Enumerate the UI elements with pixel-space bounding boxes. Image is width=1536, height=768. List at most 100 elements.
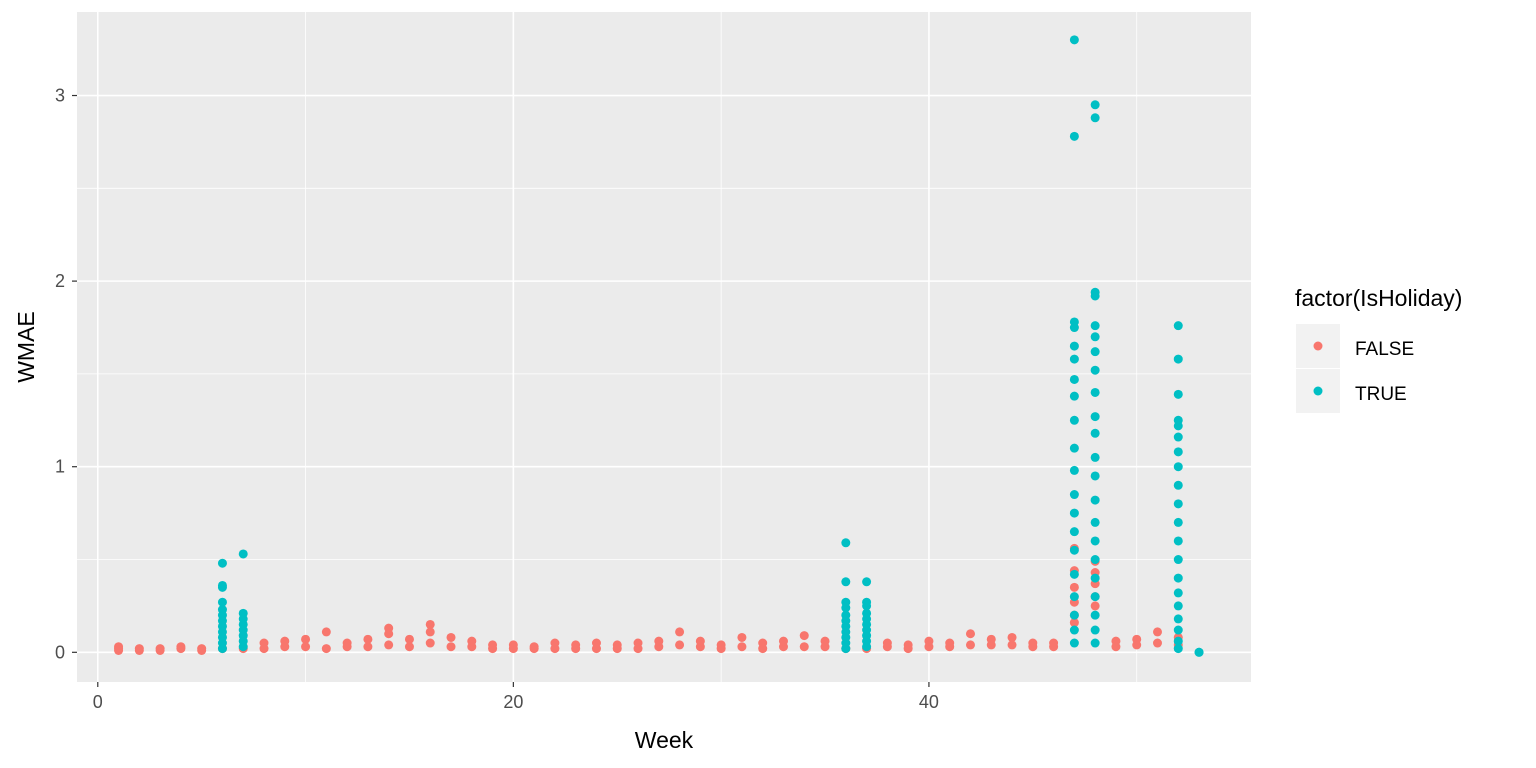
data-point-true [1090,287,1100,297]
legend: factor(IsHoliday) FALSE TRUE [1295,285,1462,413]
data-point-true [238,549,248,559]
data-point-false [882,638,892,648]
data-point-false [508,640,518,650]
data-point-false [301,634,311,644]
data-point-false [945,638,955,648]
data-point-false [384,640,394,650]
data-point-true [1069,317,1079,327]
data-point-false [134,645,144,655]
data-point-true [1069,569,1079,579]
data-point-false [384,623,394,633]
data-point-true [1173,389,1183,399]
x-axis: 0 20 40 [93,682,939,712]
data-point-false [716,640,726,650]
data-point-true [1069,508,1079,518]
data-point-false [737,632,747,642]
data-point-false [1069,618,1079,628]
data-point-true [1173,536,1183,546]
data-point-true [1173,644,1183,654]
data-point-true [1173,462,1183,472]
data-point-false [799,631,809,641]
data-point-true [1090,412,1100,422]
data-point-true [1090,471,1100,481]
data-point-true [1090,536,1100,546]
data-point-true [1173,321,1183,331]
data-point-true [1090,592,1100,602]
data-point-true [1090,625,1100,635]
data-point-false [591,638,601,648]
data-point-true [217,605,227,615]
major-gridlines [77,12,1251,682]
data-point-false [280,636,290,646]
data-point-true [1194,647,1204,657]
data-point-true [862,608,872,618]
data-point-false [903,640,913,650]
data-point-false [404,642,414,652]
data-point-false [571,640,581,650]
data-point-false [695,636,705,646]
data-point-false [1111,636,1121,646]
data-point-true [1090,452,1100,462]
data-point-true [1173,625,1183,635]
data-point-false [342,638,352,648]
data-point-false [1028,638,1038,648]
data-point-false [425,619,435,629]
data-point-true [1090,610,1100,620]
data-point-false [114,642,124,652]
data-point-true [1173,432,1183,442]
data-point-true [1069,415,1079,425]
data-point-true [217,580,227,590]
data-point-false [1069,582,1079,592]
data-point-true [1173,636,1183,646]
plot-panel [77,12,1251,682]
data-point-false [404,634,414,644]
data-point-true [1173,601,1183,611]
data-point-true [1069,527,1079,537]
data-point-true [1069,638,1079,648]
x-tick-label: 40 [919,692,939,712]
y-tick-label: 3 [55,86,65,106]
data-point-true [862,597,872,607]
data-point-true [1173,415,1183,425]
data-point-true [1173,588,1183,598]
data-point-false [488,640,498,650]
y-tick-label: 0 [55,642,65,662]
y-axis: 0 1 2 3 [55,86,77,662]
data-point-true [1090,365,1100,375]
legend-label-false: FALSE [1355,339,1414,360]
data-point-false [1007,632,1017,642]
data-point-false [529,642,539,652]
data-point-true [217,597,227,607]
data-point-true [217,558,227,568]
data-point-true [841,610,851,620]
data-point-false [446,642,456,652]
x-tick-label: 20 [503,692,523,712]
data-point-true [1090,113,1100,123]
data-point-false [633,638,643,648]
data-point-false [425,638,435,648]
data-point-true [1173,573,1183,583]
legend-label-true: TRUE [1355,384,1407,405]
data-point-false [176,642,186,652]
data-point-true [1069,391,1079,401]
data-point-false [301,642,311,652]
data-point-true [1069,341,1079,351]
data-point-true [1173,480,1183,490]
data-point-true [1173,499,1183,509]
y-axis-title: WMAE [13,311,39,383]
legend-swatch-true [1313,386,1323,396]
legend-swatch-false [1313,341,1323,351]
data-point-true [1173,517,1183,527]
data-point-false [924,636,934,646]
data-point-true [1069,374,1079,384]
data-point-false [1090,601,1100,611]
data-point-true [1090,555,1100,565]
data-point-false [321,644,331,654]
data-point-false [612,640,622,650]
data-point-true [1090,332,1100,342]
data-point-false [1152,627,1162,637]
data-point-true [1173,555,1183,565]
data-point-true [862,577,872,587]
data-point-false [675,627,685,637]
